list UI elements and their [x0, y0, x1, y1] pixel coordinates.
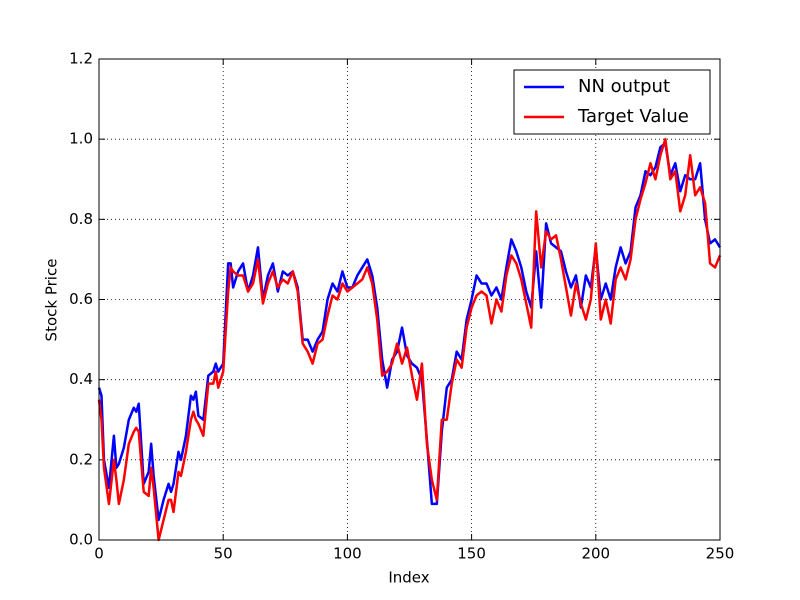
legend-label: Target Value — [577, 106, 689, 127]
y-tick-label: 0.8 — [69, 210, 93, 228]
x-tick-label: 100 — [333, 545, 362, 563]
x-tick-label: 50 — [214, 545, 233, 563]
y-tick-label: 1.2 — [69, 50, 93, 68]
y-tick-label: 0.2 — [69, 450, 93, 468]
y-tick-label: 0.6 — [69, 290, 93, 308]
x-tick-label: 250 — [706, 545, 735, 563]
x-tick-label: 0 — [94, 545, 104, 563]
legend-box — [513, 69, 711, 135]
y-tick-label: 0.0 — [69, 531, 93, 549]
y-tick-label: 0.4 — [69, 370, 93, 388]
x-axis-label: Index — [388, 569, 429, 587]
line-series — [97, 137, 722, 542]
y-axis-label: Stock Price — [43, 259, 61, 342]
plot-frame — [98, 58, 721, 541]
x-tick-label: 200 — [581, 545, 610, 563]
x-tick-label: 150 — [457, 545, 486, 563]
legend-label: NN output — [578, 76, 670, 97]
y-tick-label: 1.0 — [69, 130, 93, 148]
legend: NN output Target Value — [513, 69, 711, 135]
line-series — [97, 141, 722, 522]
